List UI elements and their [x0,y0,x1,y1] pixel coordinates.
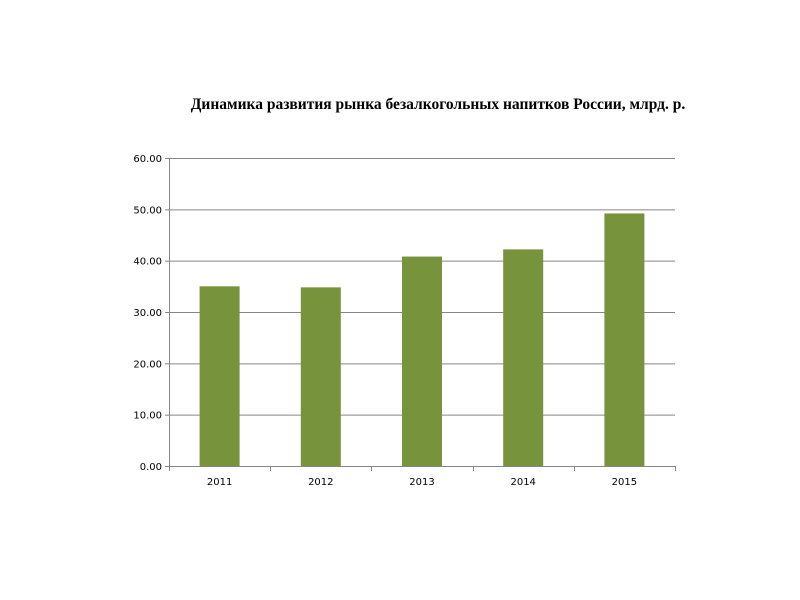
y-tick-label: 60.00 [133,154,162,165]
bar-2014 [503,249,544,466]
y-tick-label: 30.00 [133,308,162,319]
bar-2013 [402,256,442,466]
tick-labels: 0.00 10.00 20.00 30.00 40.00 50.00 60.00 2011 20… [133,154,637,488]
x-tick-label: 2014 [510,477,535,488]
y-tick-label: 20.00 [133,359,162,370]
chart-title: Динамика развития рынка безалкогольных н… [190,96,686,113]
bar-2012 [300,287,341,466]
y-tick-label: 0.00 [140,462,162,473]
x-tick-label: 2012 [308,477,333,488]
bar-2015 [604,213,645,466]
x-tick-label: 2011 [207,477,232,488]
axes [165,158,676,471]
x-tick-label: 2015 [612,477,637,488]
x-tick-label: 2013 [409,477,434,488]
bar-2011 [199,286,240,466]
y-tick-label: 40.00 [133,257,162,268]
bars [199,213,645,466]
y-tick-label: 50.00 [133,205,162,216]
y-tick-label: 10.00 [133,411,162,422]
